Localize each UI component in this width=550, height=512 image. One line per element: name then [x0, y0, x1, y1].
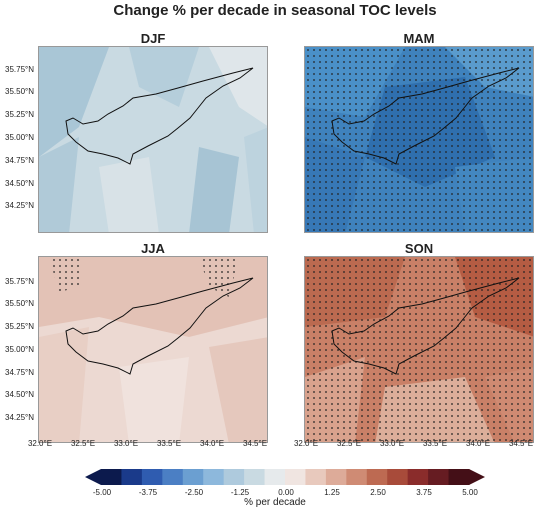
cyprus-outline-mam	[331, 67, 520, 165]
cyprus-outline-jja	[65, 277, 254, 375]
colorbar-bin	[162, 469, 184, 485]
lon-label: 33.5°E	[156, 439, 182, 448]
lon-label: 33.5°E	[422, 439, 448, 448]
lon-label: 34.0°E	[465, 439, 491, 448]
cyprus-outline-djf	[65, 67, 254, 165]
colorbar-bin	[223, 469, 245, 485]
colorbar-bin	[346, 469, 368, 485]
lat-label: 35.75°N	[5, 277, 34, 286]
panel-title-son: SON	[404, 241, 434, 256]
colorbar-bin	[141, 469, 163, 485]
lon-label: 32.0°E	[27, 439, 53, 448]
lat-label: 35.50°N	[5, 87, 34, 96]
colorbar-bin	[407, 469, 429, 485]
colorbar-bin	[325, 469, 347, 485]
colorbar-tick-label: 0.00	[278, 488, 294, 497]
colorbar-extend-low	[85, 469, 101, 485]
lat-label: 35.75°N	[5, 65, 34, 74]
lat-label: 35.25°N	[5, 110, 34, 119]
colorbar	[85, 469, 485, 485]
colorbar-bin	[448, 469, 470, 485]
colorbar-bin	[264, 469, 286, 485]
lat-label: 35.50°N	[5, 299, 34, 308]
lon-label: 32.0°E	[293, 439, 319, 448]
colorbar-bin	[305, 469, 327, 485]
colorbar-title: % per decade	[244, 497, 306, 508]
colorbar-bin	[121, 469, 143, 485]
lat-label: 35.00°N	[5, 345, 34, 354]
map-djf	[38, 46, 268, 233]
colorbar-bin	[182, 469, 204, 485]
map-jja	[38, 256, 268, 443]
lon-label: 33.0°E	[379, 439, 405, 448]
colorbar-bin	[366, 469, 388, 485]
lon-label: 33.0°E	[113, 439, 139, 448]
lat-label: 34.50°N	[5, 179, 34, 188]
colorbar-bin	[101, 469, 122, 485]
panel-title-mam: MAM	[403, 31, 435, 46]
lat-label: 34.25°N	[5, 201, 34, 210]
colorbar-tick-label: 5.00	[462, 488, 478, 497]
lon-label: 34.5°E	[508, 439, 534, 448]
colorbar-tick-label: -1.25	[230, 488, 250, 497]
colorbar-tick-label: 2.50	[370, 488, 386, 497]
panel-title-djf: DJF	[140, 31, 166, 46]
lon-label: 32.5°E	[336, 439, 362, 448]
lon-label: 34.0°E	[199, 439, 225, 448]
colorbar-tick-label: 1.25	[324, 488, 340, 497]
colorbar-tick-label: -5.00	[92, 488, 112, 497]
colorbar-tick-label: 3.75	[416, 488, 432, 497]
lon-label: 34.5°E	[242, 439, 268, 448]
cyprus-outline-son	[331, 277, 520, 375]
map-son	[304, 256, 534, 443]
lon-label: 32.5°E	[70, 439, 96, 448]
main-title: Change % per decade in seasonal TOC leve…	[113, 2, 437, 19]
colorbar-bin	[285, 469, 306, 485]
panel-title-jja: JJA	[141, 241, 165, 256]
colorbar-bin	[244, 469, 266, 485]
lat-label: 34.50°N	[5, 390, 34, 399]
colorbar-bin	[203, 469, 225, 485]
lat-label: 34.75°N	[5, 156, 34, 165]
colorbar-tick-label: -2.50	[184, 488, 204, 497]
lat-label: 34.25°N	[5, 413, 34, 422]
colorbar-extend-high	[469, 469, 485, 485]
colorbar-bin	[428, 469, 450, 485]
lat-label: 34.75°N	[5, 368, 34, 377]
colorbar-bin	[387, 469, 409, 485]
colorbar-tick-label: -3.75	[138, 488, 158, 497]
lat-label: 35.25°N	[5, 322, 34, 331]
lat-label: 35.00°N	[5, 133, 34, 142]
